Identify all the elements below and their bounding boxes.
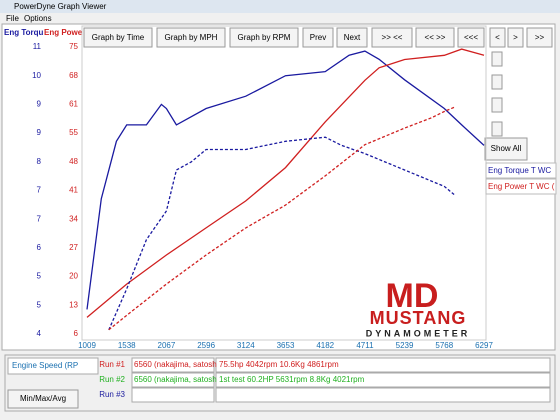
axis-select[interactable]: Engine Speed (RP [12,361,78,370]
series-line [86,48,485,318]
y-tick-label: 7 [37,214,42,223]
y-tick-label: 61 [69,100,78,109]
title-bar [0,0,560,13]
x-tick-label: 3124 [237,341,255,350]
graph-panel [1,23,556,351]
toolbar-button[interactable] [457,27,485,48]
y-tick-label: 9 [37,128,42,137]
run-name-box[interactable] [131,357,215,373]
scroll-button[interactable] [491,74,503,90]
run-summary: 75.5hp 4042rpm 10.6Kg 4861rpm [219,360,339,369]
tab-torque[interactable]: Eng Torqu [4,28,44,37]
logo-mark: MD [386,277,439,315]
legend-entry: Eng Power T WC ( [488,182,555,191]
x-tick-label: 5768 [435,341,453,350]
x-tick-label: 1009 [78,341,96,350]
y-tick-label: 68 [69,71,78,80]
legend-entry: Eng Torque T WC [488,166,551,175]
run-name[interactable]: 6560 (nakajima, satosh [134,360,217,369]
toolbar-button[interactable] [371,27,413,48]
toolbar-button-label[interactable]: Next [344,33,361,42]
show-all-label[interactable]: Show All [491,144,522,153]
toolbar-button-label[interactable]: Graph by RPM [238,33,291,42]
toolbar-button[interactable] [489,27,506,48]
y-tick-label: 5 [37,272,42,281]
toolbar-button[interactable] [507,27,524,48]
y-tick-label: 11 [33,42,42,51]
y-tick-label: 48 [69,157,78,166]
scroll-button[interactable] [491,121,503,137]
run-name[interactable]: 6560 (nakajima, satosh [134,375,217,384]
x-tick-label: 2067 [158,341,176,350]
legend-box [485,178,557,195]
y-tick-label: 75 [69,42,78,51]
y-tick-label: 10 [32,71,41,80]
x-tick-label: 3653 [277,341,295,350]
y-tick-label: 27 [69,243,78,252]
x-tick-label: 2596 [197,341,215,350]
y-tick-label: 34 [69,214,78,223]
minmax-button[interactable] [7,389,79,409]
toolbar-button-label[interactable]: <<< [464,33,478,42]
toolbar-button-label[interactable]: Graph by MPH [165,33,218,42]
run-name-box[interactable] [131,387,215,403]
run-summary: 1st test 60.2HP 5631rpm 8.8Kg 4021rpm [219,375,365,384]
toolbar-button[interactable] [415,27,455,48]
y-tick-label: 55 [69,128,78,137]
toolbar-button[interactable] [229,27,299,48]
y-tick-label: 6 [74,329,79,338]
series-line [108,136,455,331]
y-tick-label: 5 [37,300,42,309]
toolbar-button[interactable] [156,27,226,48]
run-label: Run #1 [99,360,125,369]
x-tick-label: 6297 [475,341,493,350]
legend-box [485,162,557,179]
toolbar-button-label[interactable]: < [495,33,500,42]
toolbar-button-label[interactable]: >> << [382,33,403,42]
toolbar-button[interactable] [336,27,368,48]
toolbar-button-label[interactable]: << >> [425,33,446,42]
scroll-button[interactable] [491,51,503,67]
run-summary-box [215,357,551,373]
logo-sub: DYNAMOMETER [366,328,471,338]
logo-name: MUSTANG [370,308,467,328]
run-label: Run #3 [99,390,125,399]
minmax-label[interactable]: Min/Max/Avg [20,394,66,403]
run-label: Run #2 [99,375,125,384]
y-tick-label: 6 [37,243,42,252]
x-tick-label: 1538 [118,341,136,350]
toolbar-button[interactable] [83,27,153,48]
toolbar-button[interactable] [302,27,334,48]
toolbar-button-label[interactable]: > [513,33,518,42]
y-tick-label: 20 [69,272,78,281]
window-title: PowerDyne Graph Viewer [14,2,107,11]
x-tick-label: 5239 [396,341,414,350]
y-tick-label: 41 [69,186,78,195]
toolbar-button-label[interactable]: Graph by Time [92,33,145,42]
y-tick-label: 8 [37,157,42,166]
toolbar-button[interactable] [526,27,553,48]
axis-box [7,357,99,375]
scroll-button[interactable] [491,97,503,113]
menu-options[interactable]: Options [24,14,52,23]
y-tick-label: 7 [37,186,42,195]
series-line [86,50,485,310]
y-tick-label: 4 [37,329,42,338]
run-summary-box [215,372,551,388]
run-summary-box [215,387,551,403]
y-tick-label: 13 [69,300,78,309]
y-tick-label: 9 [37,100,42,109]
series-line [108,106,455,331]
x-tick-label: 4711 [356,341,374,350]
toolbar-button-label[interactable]: Prev [310,33,326,42]
show-all-button[interactable] [484,137,528,161]
run-name-box[interactable] [131,372,215,388]
menu-file[interactable]: File [6,14,19,23]
toolbar-button-label[interactable]: >> [535,33,545,42]
x-tick-label: 4182 [316,341,334,350]
tab-power[interactable]: Eng Powe [44,28,83,37]
